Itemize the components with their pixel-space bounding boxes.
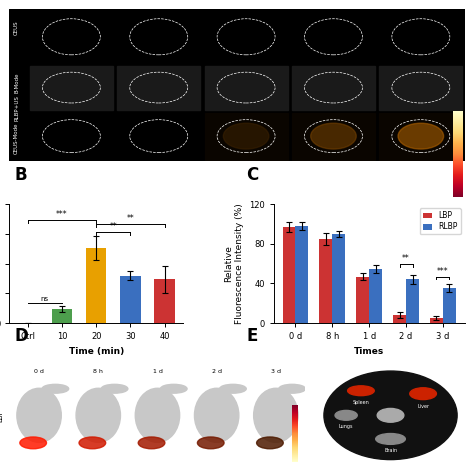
Ellipse shape	[135, 388, 180, 442]
Bar	[319, 239, 332, 323]
Bar	[406, 280, 419, 323]
Circle shape	[324, 371, 457, 460]
Text: 2 d: 2 d	[212, 369, 222, 374]
Ellipse shape	[347, 386, 374, 396]
Text: D: D	[14, 327, 28, 345]
Circle shape	[279, 384, 305, 393]
Bar	[155, 280, 175, 323]
Text: Brain: Brain	[384, 448, 397, 453]
Bar	[30, 113, 113, 160]
Bar	[292, 65, 375, 109]
Ellipse shape	[17, 388, 61, 442]
Text: ***: ***	[56, 210, 68, 219]
Text: E: E	[246, 327, 258, 345]
Bar	[205, 65, 288, 109]
Bar	[30, 11, 113, 63]
Text: Lungs: Lungs	[339, 424, 354, 429]
Bar	[379, 65, 462, 109]
Text: Liver: Liver	[417, 403, 429, 409]
Bar	[295, 226, 308, 323]
Text: 8 h: 8 h	[93, 369, 103, 374]
Ellipse shape	[194, 388, 239, 442]
Ellipse shape	[377, 409, 404, 422]
Bar	[118, 11, 200, 63]
Text: C: C	[246, 166, 259, 184]
Text: **: **	[402, 254, 410, 263]
Ellipse shape	[254, 388, 298, 442]
Legend: LBP, RLBP: LBP, RLBP	[420, 208, 461, 235]
Text: 3 d: 3 d	[271, 369, 281, 374]
Ellipse shape	[335, 410, 357, 420]
Bar	[356, 276, 369, 323]
Ellipse shape	[256, 437, 283, 449]
Circle shape	[42, 384, 69, 393]
Bar	[443, 288, 456, 323]
Bar	[118, 113, 200, 160]
Bar	[30, 65, 113, 109]
Circle shape	[101, 384, 128, 393]
Text: RLBP+US: RLBP+US	[14, 95, 19, 121]
Ellipse shape	[223, 123, 269, 149]
Text: ***: ***	[437, 267, 449, 276]
Text: LBP: LBP	[0, 409, 4, 422]
Bar	[283, 227, 295, 323]
Bar	[369, 269, 382, 323]
Text: **: **	[109, 222, 117, 231]
Ellipse shape	[197, 437, 224, 449]
Bar	[393, 315, 406, 323]
Bar	[205, 113, 288, 160]
Text: ns: ns	[41, 296, 49, 302]
Ellipse shape	[20, 437, 46, 449]
Ellipse shape	[398, 123, 444, 149]
Text: **: **	[127, 214, 134, 223]
Bar	[292, 113, 375, 160]
Text: CEUS-Mode: CEUS-Mode	[14, 123, 19, 154]
Circle shape	[219, 384, 246, 393]
Ellipse shape	[410, 388, 437, 400]
Ellipse shape	[376, 434, 405, 444]
Text: B: B	[14, 166, 27, 184]
Text: B-Mode: B-Mode	[14, 72, 19, 92]
X-axis label: Time (min): Time (min)	[69, 346, 124, 356]
Text: Spleen: Spleen	[353, 400, 369, 405]
Text: 0 d: 0 d	[34, 369, 44, 374]
Ellipse shape	[76, 388, 120, 442]
Text: CEUS: CEUS	[14, 20, 19, 35]
Ellipse shape	[310, 123, 356, 149]
Ellipse shape	[138, 437, 165, 449]
X-axis label: Times: Times	[354, 346, 384, 356]
Bar	[292, 11, 375, 63]
Ellipse shape	[79, 437, 106, 449]
Y-axis label: Relative
Fluorescence Intensity (%): Relative Fluorescence Intensity (%)	[224, 203, 244, 324]
Bar	[332, 234, 345, 323]
Bar	[118, 65, 200, 109]
Bar	[52, 309, 72, 323]
Bar	[205, 11, 288, 63]
Text: 1 d: 1 d	[153, 369, 163, 374]
Bar	[379, 11, 462, 63]
Bar	[430, 318, 443, 323]
Circle shape	[160, 384, 187, 393]
Bar	[120, 275, 141, 323]
Bar	[86, 248, 107, 323]
Bar	[379, 113, 462, 160]
